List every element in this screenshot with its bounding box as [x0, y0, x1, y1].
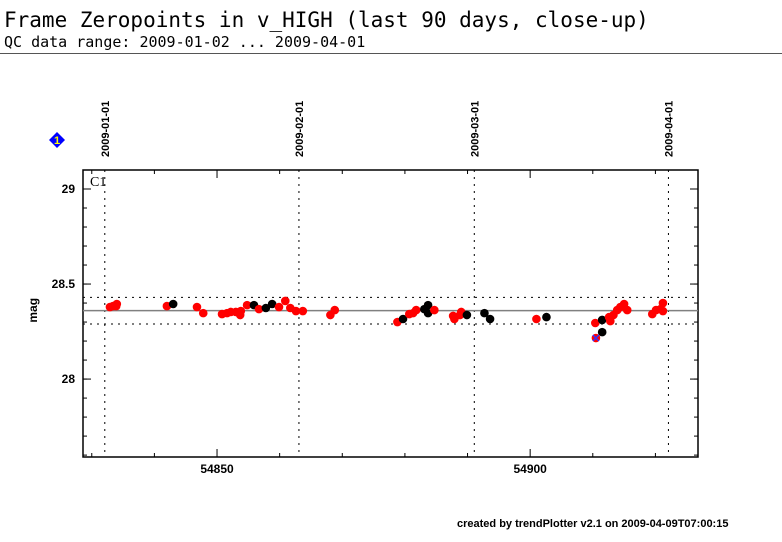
x-tick-label: 54850 — [200, 462, 234, 476]
y-axis-label: mag — [26, 298, 40, 323]
data-point-black — [597, 315, 607, 325]
data-point-red — [192, 302, 202, 312]
data-point-red — [198, 308, 208, 318]
data-point-black — [423, 300, 433, 310]
data-point-black — [168, 299, 178, 309]
date-label: 2009-02-01 — [294, 101, 306, 157]
data-point-red — [411, 305, 421, 315]
flag-cross-icon — [592, 334, 600, 342]
plot-frame — [82, 169, 699, 458]
header-divider — [0, 53, 782, 54]
data-point-black — [462, 310, 472, 320]
marker-diamond: 1 — [49, 132, 65, 148]
y-tick-label: 28 — [62, 372, 76, 386]
date-label: 2009-04-01 — [663, 101, 675, 157]
date-label: 2009-01-01 — [100, 101, 112, 157]
data-point-red — [236, 306, 246, 316]
data-point-red — [590, 318, 600, 328]
data-point-black — [485, 314, 495, 324]
data-point-black — [480, 308, 489, 318]
data-point-red — [430, 305, 439, 315]
data-point-red — [532, 314, 541, 324]
date-label: 2009-03-01 — [469, 101, 481, 157]
data-point-black — [267, 299, 277, 309]
data-point-red — [622, 305, 632, 315]
data-point-red — [330, 305, 340, 315]
y-tick-label: 28.5 — [52, 277, 76, 291]
data-point-red — [298, 306, 308, 316]
chart-title: Frame Zeropoints in v_HIGH (last 90 days… — [4, 8, 649, 32]
chart-subtitle: QC data range: 2009-01-02 ... 2009-04-01 — [4, 33, 366, 51]
data-point-red — [291, 306, 301, 316]
data-point-red — [658, 306, 668, 316]
data-point-black — [398, 314, 408, 324]
y-tick-label: 29 — [62, 182, 76, 196]
panel-label: C1 — [90, 175, 106, 190]
data-point-red — [658, 298, 668, 308]
data-point-red — [274, 302, 284, 312]
x-tick-label: 54900 — [513, 462, 547, 476]
data-point-black — [542, 312, 551, 322]
data-point-red — [280, 296, 290, 306]
footer-credit: created by trendPlotter v2.1 on 2009-04-… — [457, 518, 729, 530]
data-point-red — [254, 304, 264, 314]
data-point-red — [111, 301, 121, 311]
data-point-black — [261, 303, 271, 313]
marker-label: 1 — [54, 135, 60, 147]
data-point-red — [242, 300, 252, 310]
data-point-black — [597, 327, 607, 337]
